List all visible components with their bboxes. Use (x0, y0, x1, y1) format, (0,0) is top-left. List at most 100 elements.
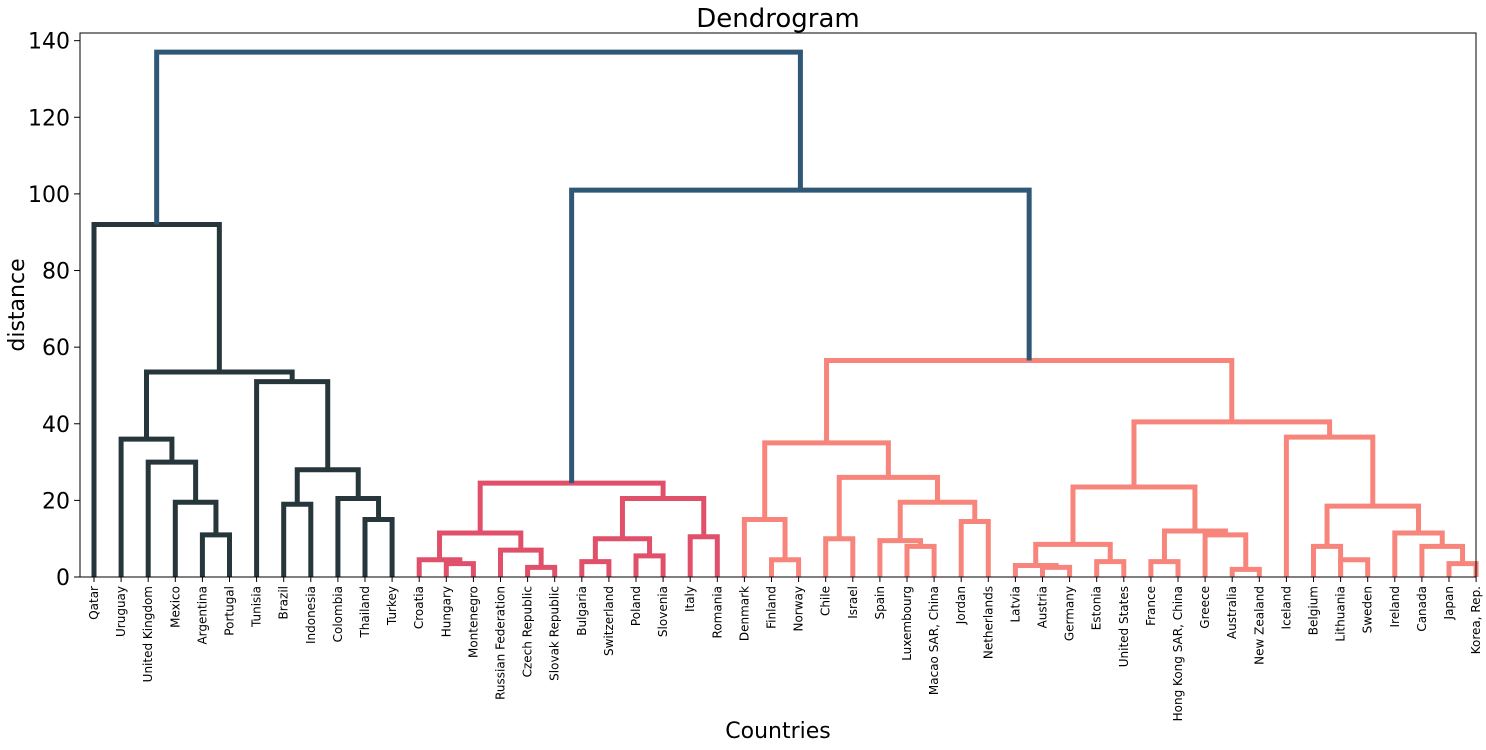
x-tick-label: France (1144, 586, 1158, 626)
dendrogram-link-M4 (498, 547, 544, 577)
x-tick-label: Colombia (331, 586, 345, 642)
x-tick-label: Uruguay (114, 586, 128, 637)
x-tick-label: Australia (1225, 586, 1239, 639)
dendrogram-link-M1 (443, 561, 476, 577)
x-tick-label: New Zealand (1252, 586, 1266, 665)
dendrogram-link-R7 (897, 499, 978, 541)
dendrogram-link-R18 (1070, 484, 1198, 545)
x-tick-label: Russian Federation (494, 586, 508, 700)
dendrogram-link-R5 (877, 538, 924, 577)
chart-title: Dendrogram (696, 4, 859, 34)
x-tick-label: Mexico (168, 586, 182, 628)
dendrogram-link-L9 (254, 379, 331, 577)
dendrogram-link-R23 (1392, 530, 1445, 577)
y-tick-label: 60 (42, 336, 70, 361)
x-tick-label: Spain (873, 586, 887, 620)
x-tick-label: Indonesia (304, 586, 318, 644)
y-axis-ticks: 0 20 40 60 80 100 120 140 (28, 30, 80, 591)
x-axis-ticks: Qatar Uruguay United Kingdom Mexico Argentin… (87, 577, 1483, 721)
y-axis-label: distance (5, 258, 30, 351)
x-tick-label: Latvia (1008, 586, 1022, 623)
x-tick-label: Italy (683, 586, 697, 612)
dendrogram-link-R13 (1033, 541, 1113, 566)
x-tick-label: Brazil (277, 586, 291, 620)
dendrogram-link-R2 (741, 517, 788, 577)
dendrogram-link-R1 (769, 557, 802, 577)
x-tick-label: Japan (1442, 586, 1456, 620)
dendrogram-link-M5 (437, 530, 524, 560)
x-tick-label: Sweden (1361, 586, 1375, 633)
dendrogram-link-R14 (1148, 559, 1181, 577)
y-tick-label: 140 (28, 30, 70, 55)
x-tick-label: Israel (846, 586, 860, 619)
x-axis-label: Countries (725, 719, 831, 744)
plot-frame (79, 32, 1477, 578)
x-tick-label: Luxembourg (900, 586, 914, 661)
dendrogram-link-M9 (687, 534, 720, 577)
dendrogram-link-R24 (1324, 503, 1422, 547)
x-tick-label: Finland (765, 586, 779, 629)
dendrogram-link-L6 (362, 517, 395, 577)
dendrogram-link-M11 (477, 480, 666, 533)
dendrogram-link-R4 (904, 543, 937, 577)
x-tick-label: Canada (1415, 586, 1429, 632)
dendrogram-link-R15 (1229, 566, 1262, 577)
dendrogram-link-R20 (1338, 557, 1371, 577)
dendrogram-link-L5 (281, 501, 314, 577)
x-tick-label: Tunisia (250, 586, 264, 628)
x-tick-label: Portugal (223, 586, 237, 636)
x-tick-label: Slovak Republic (548, 586, 562, 681)
x-tick-label: Thailand (358, 586, 372, 639)
dendrogram-link-L2 (172, 499, 219, 577)
y-tick-label: 40 (42, 413, 70, 438)
dendrogram-link-R12 (1094, 559, 1127, 577)
x-tick-label: Belgium (1307, 586, 1321, 635)
x-tick-label: Montenegro (466, 586, 480, 658)
dendrogram-link-M2 (416, 557, 463, 577)
y-tick-label: 100 (28, 183, 70, 208)
dendrogram-link-L1 (199, 532, 232, 577)
x-tick-label: Estonia (1090, 586, 1104, 630)
dendrogram-link-M3 (525, 564, 558, 577)
x-tick-label: Croatia (412, 586, 426, 629)
dendrogram-link-R26 (1131, 419, 1333, 487)
x-tick-label: Qatar (87, 586, 101, 620)
y-tick-label: 20 (42, 489, 70, 514)
x-tick-label: Iceland (1279, 586, 1293, 629)
dendrogram-link-R10 (1040, 564, 1073, 577)
dendrogram-link-R8 (836, 474, 940, 539)
x-tick-label: Ireland (1388, 586, 1402, 628)
x-tick-label: Macao SAR, China (927, 586, 941, 695)
x-tick-label: Romania (710, 586, 724, 638)
y-tick-label: 80 (42, 260, 70, 285)
x-tick-label: Hong Kong SAR, China (1171, 586, 1185, 721)
x-tick-label: Turkey (385, 586, 399, 626)
y-tick-label: 120 (28, 106, 70, 131)
x-tick-label: Germany (1063, 586, 1077, 641)
dendrogram-link-R9 (762, 440, 891, 520)
dendrogram-link-L3 (145, 459, 199, 577)
x-tick-label: Denmark (737, 586, 751, 641)
x-tick-label: Jordan (954, 586, 968, 625)
x-tick-label: Czech Republic (521, 586, 535, 677)
x-tick-label: Hungary (439, 586, 453, 637)
x-tick-label: Korea, Rep. (1469, 586, 1483, 654)
dendrogram-link-T1 (569, 187, 1032, 484)
dendrogram-link-M7 (633, 553, 666, 577)
x-tick-label: Chile (819, 586, 833, 616)
x-tick-label: Austria (1036, 586, 1050, 628)
x-tick-label: Argentina (195, 586, 209, 645)
dendrogram-links (91, 49, 1479, 577)
dendrogram-link-T2 (154, 49, 803, 225)
dendrogram-link-R21 (1446, 561, 1479, 577)
dendrogram-link-R3 (823, 536, 856, 577)
x-tick-label: Norway (792, 586, 806, 632)
x-tick-label: Slovenia (656, 586, 670, 637)
dendrogram-link-R19 (1311, 543, 1344, 577)
x-tick-label: Lithuania (1334, 586, 1348, 642)
dendrogram-link-M10 (619, 495, 707, 539)
dendrogram-link-L7 (335, 495, 382, 577)
x-tick-label: Switzerland (602, 586, 616, 656)
dendrogram-link-R11 (1012, 563, 1059, 577)
